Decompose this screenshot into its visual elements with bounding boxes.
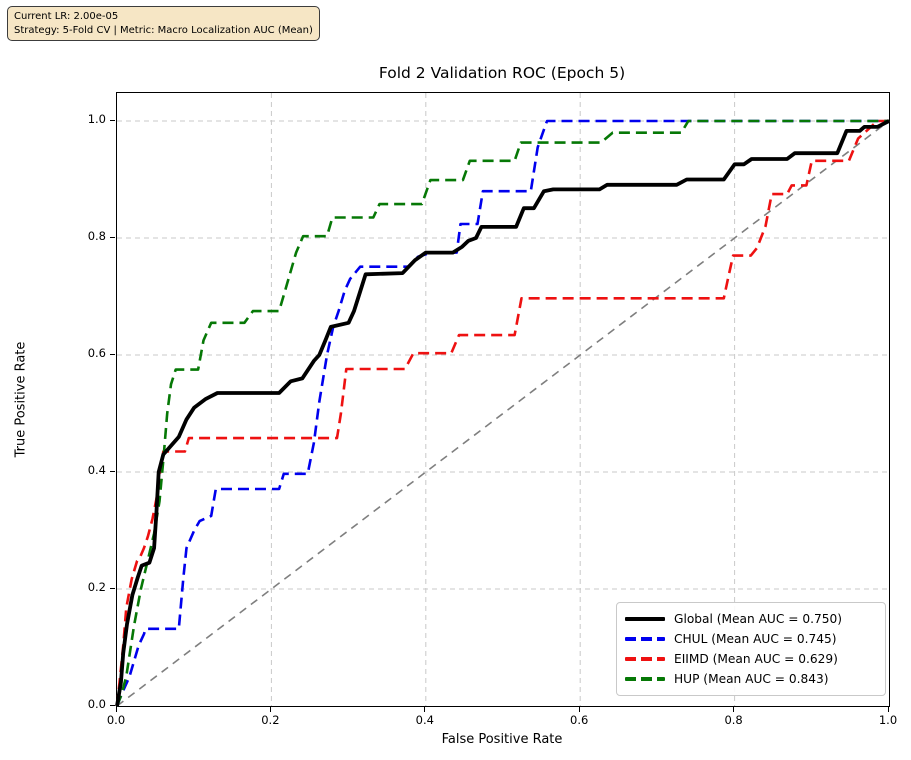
tick-mark — [109, 470, 115, 472]
y-tick-label: 0.0 — [87, 697, 106, 711]
y-tick-label: 0.2 — [87, 580, 106, 594]
tick-mark — [424, 706, 426, 712]
tick-mark — [109, 119, 115, 121]
tick-mark — [887, 706, 889, 712]
x-tick-label: 1.0 — [878, 713, 898, 727]
roc-curve-global — [115, 119, 890, 707]
tick-mark — [109, 353, 115, 355]
plot-area — [115, 92, 890, 707]
tick-mark — [109, 587, 115, 589]
info-box: Current LR: 2.00e-05 Strategy: 5-Fold CV… — [7, 6, 320, 41]
x-tick-label: 0.4 — [415, 713, 434, 727]
tick-mark — [578, 706, 580, 712]
y-tick-label: 1.0 — [87, 112, 106, 126]
legend-item-chul: CHUL (Mean AUC = 0.745) — [625, 629, 877, 649]
tick-mark — [733, 706, 735, 712]
legend-label: HUP (Mean AUC = 0.843) — [674, 672, 829, 686]
y-axis-label: True Positive Rate — [13, 341, 29, 458]
info-line-strategy-metric: Strategy: 5-Fold CV | Metric: Macro Loca… — [14, 24, 313, 36]
x-tick-label: 0.6 — [570, 713, 589, 727]
chance-diagonal — [116, 120, 890, 707]
roc-curve-chul — [115, 119, 889, 707]
legend-line-sample-global — [625, 616, 665, 622]
legend-line-sample-hup — [625, 677, 665, 681]
legend: Global (Mean AUC = 0.750) CHUL (Mean AUC … — [616, 602, 886, 696]
tick-mark — [109, 236, 115, 238]
x-axis-label: False Positive Rate — [441, 732, 563, 747]
info-line-current-lr: Current LR: 2.00e-05 — [14, 11, 119, 22]
y-tick-label: 0.6 — [87, 346, 106, 360]
roc-plot-svg — [115, 93, 890, 707]
tick-mark — [115, 706, 117, 712]
y-tick-label: 0.8 — [87, 229, 106, 243]
roc-curve-eiimd — [115, 119, 889, 707]
x-tick-label: 0.2 — [261, 713, 280, 727]
chart-title: Fold 2 Validation ROC (Epoch 5) — [378, 64, 626, 82]
tick-mark — [269, 706, 272, 712]
legend-item-hup: HUP (Mean AUC = 0.843) — [625, 669, 877, 689]
x-tick-label: 0.0 — [106, 713, 126, 727]
legend-line-sample-chul — [625, 637, 665, 641]
legend-label: CHUL (Mean AUC = 0.745) — [674, 632, 837, 646]
legend-item-eiimd: EIIMD (Mean AUC = 0.629) — [625, 649, 877, 669]
legend-label: EIIMD (Mean AUC = 0.629) — [674, 652, 838, 666]
x-tick-label: 0.8 — [724, 713, 743, 727]
y-tick-label: 0.4 — [87, 463, 106, 477]
legend-line-sample-eiimd — [625, 657, 665, 661]
legend-label: Global (Mean AUC = 0.750) — [674, 612, 842, 626]
legend-item-global: Global (Mean AUC = 0.750) — [625, 609, 877, 629]
tick-mark — [109, 704, 115, 706]
